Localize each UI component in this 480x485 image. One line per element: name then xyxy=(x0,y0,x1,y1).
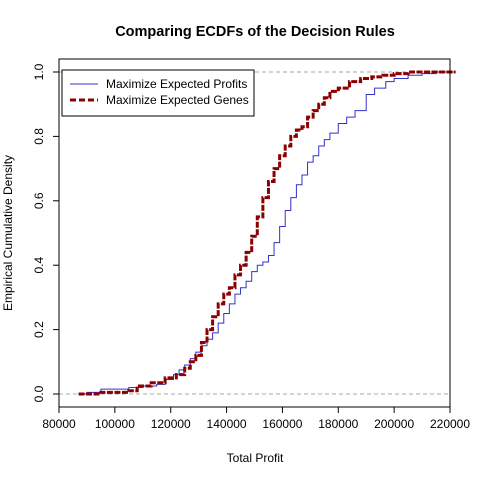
x-tick-label: 160000 xyxy=(262,417,302,431)
x-tick-label: 80000 xyxy=(42,417,76,431)
x-tick-label: 200000 xyxy=(374,417,414,431)
y-tick-label: 0.4 xyxy=(32,257,46,274)
x-tick-label: 180000 xyxy=(318,417,358,431)
x-tick-label: 220000 xyxy=(430,417,470,431)
y-tick-label: 0.0 xyxy=(32,385,46,402)
x-tick-label: 120000 xyxy=(151,417,191,431)
series-line-expected-profits xyxy=(78,71,456,395)
legend-label: Maximize Expected Profits xyxy=(106,77,247,91)
legend-label: Maximize Expected Genes xyxy=(106,93,249,107)
plot-frame xyxy=(58,58,451,408)
series-line-expected-genes xyxy=(78,70,456,396)
legend-box xyxy=(61,69,255,117)
chart-title: Comparing ECDFs of the Decision Rules xyxy=(115,24,395,40)
x-axis-label: Total Profit xyxy=(227,451,284,465)
x-tick-label: 100000 xyxy=(95,417,135,431)
y-tick-label: 0.2 xyxy=(32,321,46,338)
x-tick-label: 140000 xyxy=(207,417,247,431)
y-axis-label: Empirical Cumulative Density xyxy=(1,155,15,311)
y-tick-label: 0.6 xyxy=(32,192,46,209)
y-tick-label: 1.0 xyxy=(32,63,46,80)
y-tick-label: 0.8 xyxy=(32,128,46,145)
plot-area: 80000 100000 120000 140000 160000 180000 20000… xyxy=(32,58,470,431)
